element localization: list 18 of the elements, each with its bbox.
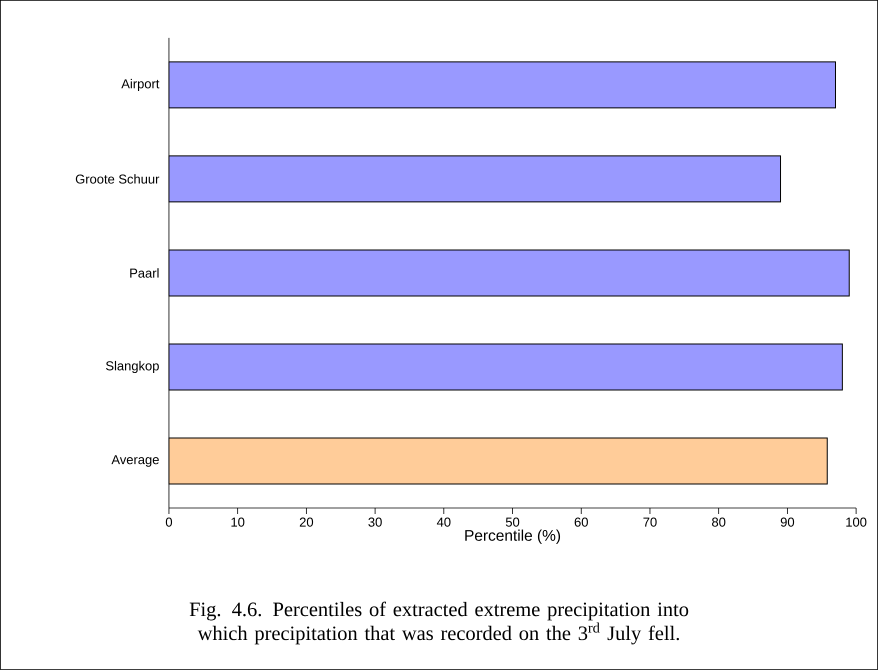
y-tick-label: Airport <box>121 78 160 91</box>
x-tick-label: 30 <box>368 518 382 527</box>
y-tick-label: Slangkop <box>106 360 159 374</box>
x-tick-label: 10 <box>231 518 244 527</box>
y-tick-label: Groote Schuur <box>76 174 160 184</box>
x-tick-label: 50 <box>506 518 520 527</box>
y-tick-label: Paarl <box>130 268 159 278</box>
x-tick-label: 70 <box>643 518 657 527</box>
x-tick-label: 100 <box>846 518 866 527</box>
x-axis-title: Percentile (%) <box>465 530 560 544</box>
y-tick-label: Average <box>111 455 159 467</box>
x-tick-label: 60 <box>574 518 588 527</box>
x-tick-label: 80 <box>712 518 726 527</box>
x-tick-label: 40 <box>436 518 451 527</box>
x-tick-label: 0 <box>166 518 172 527</box>
x-tick-label: 90 <box>780 518 794 527</box>
caption: Fig. 4.6. Percentiles of extracted extreme precipitation into which precipitation that was recorded on the 3$^{rd}$ July fell. <box>190 602 688 644</box>
x-tick-label: 20 <box>300 518 314 527</box>
